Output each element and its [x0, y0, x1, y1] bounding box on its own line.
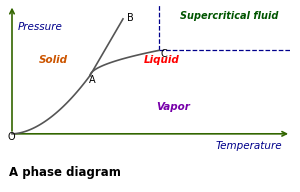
Text: Pressure: Pressure: [18, 22, 63, 32]
Text: Vapor: Vapor: [156, 102, 190, 112]
Text: O: O: [8, 132, 15, 142]
Text: B: B: [128, 13, 134, 23]
Text: Liquid: Liquid: [144, 55, 180, 65]
Text: A: A: [88, 74, 95, 84]
Text: C: C: [160, 49, 167, 59]
Text: Temperature: Temperature: [216, 142, 283, 151]
Text: Solid: Solid: [39, 55, 68, 65]
Text: A phase diagram: A phase diagram: [9, 166, 121, 179]
Text: Supercritical fluid: Supercritical fluid: [180, 11, 278, 21]
